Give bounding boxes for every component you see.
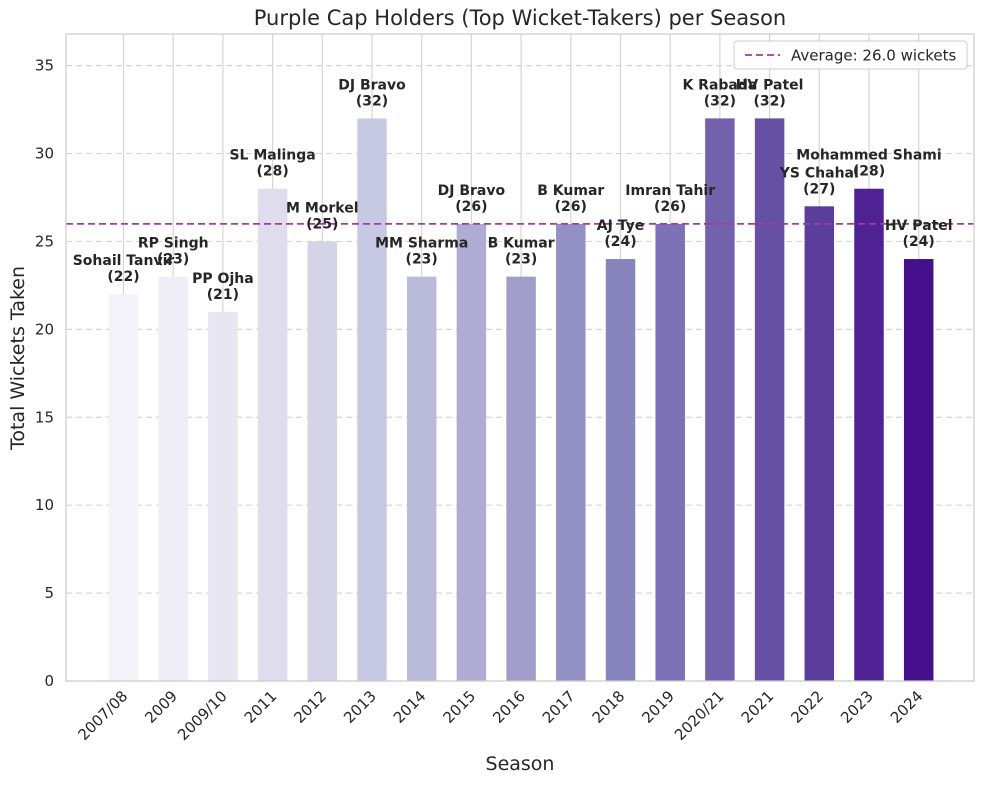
x-tick-label: 2009/10	[174, 687, 231, 744]
bar-player-label: MM Sharma	[375, 236, 468, 252]
bar-value-label: (32)	[753, 93, 785, 109]
x-tick-label: 2018	[589, 687, 629, 727]
bar	[506, 276, 536, 681]
x-tick-label: 2014	[390, 687, 430, 727]
bar	[705, 118, 735, 682]
x-tick-label: 2012	[290, 687, 330, 727]
bar	[655, 223, 685, 681]
bar-value-label: (32)	[356, 93, 388, 109]
bar-player-label: B Kumar	[488, 236, 555, 252]
bar	[903, 259, 934, 681]
bar	[854, 188, 884, 681]
bar	[257, 188, 288, 681]
bar	[307, 241, 338, 681]
bar	[556, 223, 586, 681]
bar-value-label: (23)	[406, 252, 438, 268]
bar	[357, 118, 387, 682]
y-tick-label: 35	[35, 57, 54, 75]
bar-player-label: DJ Bravo	[438, 183, 506, 199]
bar-player-label: K Rabada	[682, 77, 757, 93]
bar	[456, 223, 487, 681]
bar-value-label: (24)	[903, 234, 935, 250]
x-tick-label: 2019	[638, 687, 678, 727]
bar-value-label: (21)	[207, 287, 239, 303]
bar-player-label: M Morkel	[286, 200, 359, 216]
x-tick-label: 2011	[241, 687, 281, 727]
x-tick-label: 2023	[837, 687, 877, 727]
y-tick-label: 30	[35, 145, 54, 163]
bar-value-label: (32)	[704, 93, 736, 109]
x-tick-label: 2021	[738, 687, 778, 727]
x-tick-label: 2007/08	[75, 687, 132, 744]
y-tick-label: 0	[44, 672, 54, 690]
bar	[804, 206, 835, 681]
y-tick-label: 5	[44, 584, 54, 602]
bar-value-label: (25)	[306, 216, 338, 232]
bar-player-label: SL Malinga	[229, 148, 315, 164]
bar-value-label: (24)	[604, 234, 636, 250]
y-tick-label: 10	[35, 496, 54, 514]
bar-value-label: (26)	[455, 199, 487, 215]
bar-player-label: DJ Bravo	[338, 77, 406, 93]
plot-frame	[65, 33, 975, 682]
legend-average-label: Average: 26.0 wickets	[791, 47, 957, 65]
bar-player-label: PP Ojha	[192, 271, 254, 287]
y-tick-label: 20	[35, 320, 54, 338]
bar-value-label: (26)	[654, 199, 686, 215]
x-tick-label: 2022	[787, 687, 827, 727]
bar-value-label: (23)	[157, 252, 189, 268]
y-axis-label: Total Wickets Taken	[7, 266, 29, 451]
x-tick-label: 2024	[887, 687, 927, 727]
bar-player-label: HV Patel	[885, 218, 953, 234]
bar-value-label: (22)	[107, 269, 139, 285]
x-tick-label: 2013	[340, 687, 380, 727]
bar	[108, 294, 139, 681]
y-tick-label: 25	[35, 232, 54, 250]
y-axis: 0 5 10 15 20 25 30 35	[35, 57, 54, 690]
bar-value-label: (28)	[853, 164, 885, 180]
bar-player-label: Mohammed Shami	[796, 148, 941, 164]
bar-value-label: (26)	[555, 199, 587, 215]
x-tick-label: 2016	[489, 687, 529, 727]
legend: Average: 26.0 wickets	[733, 40, 968, 70]
bar	[406, 276, 437, 681]
x-tick-label: 2017	[539, 687, 579, 727]
bar-annotations: Sohail Tanvir(22)RP Singh(23)PP Ojha(21)…	[73, 77, 953, 302]
bar-value-label: (28)	[256, 164, 288, 180]
x-tick-label: 2015	[439, 687, 479, 727]
bar-player-label: HV Patel	[736, 77, 804, 93]
bar	[754, 118, 785, 682]
y-tick-label: 15	[35, 408, 54, 426]
bar-value-label: (27)	[803, 181, 835, 197]
x-tick-label: 2009	[141, 687, 181, 727]
bar-player-label: B Kumar	[537, 183, 604, 199]
chart-title: Purple Cap Holders (Top Wicket-Takers) p…	[254, 6, 787, 30]
legend-box	[733, 40, 968, 70]
bar	[208, 311, 238, 681]
bar-player-label: YS Chahal	[779, 165, 859, 181]
bar-value-label: (23)	[505, 252, 537, 268]
bar-player-label: Imran Tahir	[625, 183, 715, 199]
bar-player-label: RP Singh	[138, 236, 209, 252]
x-tick-label: 2020/21	[671, 687, 728, 744]
x-axis-label: Season	[486, 753, 555, 775]
bar	[158, 276, 188, 681]
bars	[108, 118, 934, 682]
bar-player-label: Sohail Tanvir	[73, 253, 175, 269]
bar	[605, 259, 636, 681]
bar-player-label: AJ Tye	[597, 218, 644, 234]
